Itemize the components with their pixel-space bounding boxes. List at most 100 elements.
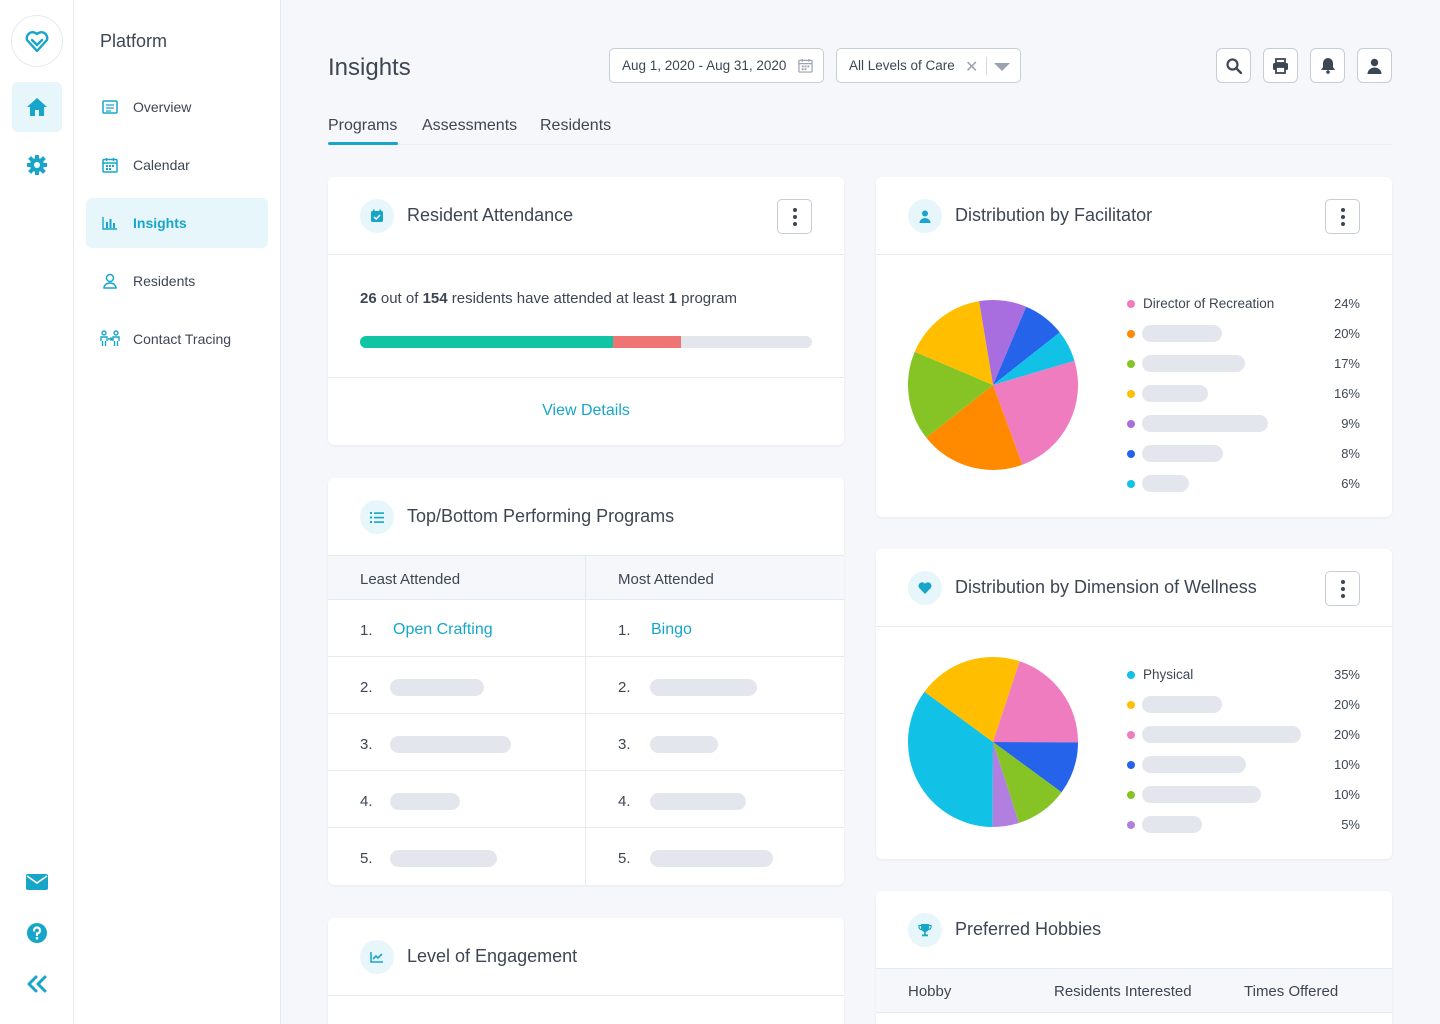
- profile-button[interactable]: [1357, 48, 1392, 83]
- program-link[interactable]: Bingo: [651, 621, 692, 638]
- legend-label-skeleton: [1142, 816, 1202, 833]
- sidebar-item-insights[interactable]: Insights: [86, 198, 268, 248]
- bell-icon: [1320, 58, 1335, 74]
- date-range-picker[interactable]: Aug 1, 2020 - Aug 31, 2020: [609, 48, 824, 83]
- rank-number: 4.: [360, 793, 373, 810]
- card-title: Level of Engagement: [407, 946, 578, 966]
- pie-slice-2[interactable]: [924, 657, 1020, 742]
- table-row: [328, 600, 844, 657]
- pie-slice-5[interactable]: [979, 300, 1027, 385]
- logo-heart-icon[interactable]: [11, 15, 63, 67]
- sidebar-item-calendar[interactable]: Calendar: [86, 140, 268, 190]
- care-level-select[interactable]: All Levels of Care ✕: [836, 48, 1021, 83]
- legend-dot: [1127, 480, 1135, 488]
- notifications-button[interactable]: [1310, 48, 1345, 83]
- more-options-button[interactable]: [777, 199, 812, 234]
- numbered-list-icon: [360, 500, 394, 534]
- summary-text: residents have attended at least: [451, 290, 665, 307]
- legend-percent: 6%: [1341, 476, 1360, 491]
- rank-number: 3.: [360, 736, 373, 753]
- pie-slice-7[interactable]: [993, 332, 1075, 385]
- legend-label-skeleton: [1142, 786, 1261, 803]
- mail-icon[interactable]: [12, 857, 62, 907]
- legend-percent: 17%: [1333, 356, 1360, 371]
- gear-icon[interactable]: [12, 140, 62, 190]
- skeleton-placeholder: [650, 679, 757, 696]
- pie-slice-6[interactable]: [993, 306, 1060, 385]
- home-icon[interactable]: [12, 82, 62, 132]
- print-button[interactable]: [1263, 48, 1298, 83]
- sidebar-nav: Platform Overview Calendar Insights Resi…: [74, 0, 281, 1024]
- legend-dot: [1127, 330, 1135, 338]
- chevron-down-icon[interactable]: [994, 63, 1010, 71]
- legend-dot: [1127, 390, 1135, 398]
- legend-label-skeleton: [1142, 696, 1222, 713]
- legend-percent: 24%: [1333, 296, 1360, 311]
- legend-label-skeleton: [1142, 325, 1222, 342]
- legend-dot: [1127, 701, 1135, 709]
- pie-slice-4[interactable]: [993, 742, 1078, 793]
- sidebar-item-contact-tracing[interactable]: Contact Tracing: [86, 314, 268, 364]
- skeleton-placeholder: [650, 736, 718, 753]
- sidebar-item-label: Residents: [133, 273, 196, 289]
- legend-percent: 9%: [1341, 416, 1360, 431]
- card-title: Distribution by Facilitator: [955, 205, 1153, 225]
- pie-slice-4[interactable]: [914, 301, 993, 385]
- search-button[interactable]: [1216, 48, 1251, 83]
- rank-number: 2.: [618, 679, 631, 696]
- program-link[interactable]: Open Crafting: [393, 621, 493, 638]
- sidebar-item-label: Calendar: [133, 157, 190, 173]
- legend-dot: [1127, 671, 1135, 679]
- care-level-value: All Levels of Care: [849, 58, 955, 73]
- skeleton-placeholder: [650, 793, 746, 810]
- date-range-value: Aug 1, 2020 - Aug 31, 2020: [622, 58, 787, 73]
- help-icon[interactable]: [12, 908, 62, 958]
- pie-slice-2[interactable]: [926, 385, 1023, 470]
- user-icon: [1367, 58, 1382, 74]
- icon-rail: [0, 0, 74, 1024]
- pie-slice-5[interactable]: [993, 742, 1062, 823]
- tab-assessments[interactable]: Assessments: [422, 117, 518, 134]
- legend-label-skeleton: [1142, 355, 1245, 372]
- pie-slice-1[interactable]: [908, 691, 993, 827]
- sidebar-item-label: Contact Tracing: [133, 331, 232, 347]
- pie-slice-3[interactable]: [908, 351, 993, 438]
- legend-label-skeleton: [1142, 415, 1268, 432]
- more-options-button[interactable]: [1325, 571, 1360, 606]
- tab-residents[interactable]: Residents: [540, 117, 612, 134]
- bar-chart-icon: [100, 213, 120, 233]
- legend-dot: [1127, 360, 1135, 368]
- active-tab-indicator: [328, 142, 398, 145]
- card-title: Preferred Hobbies: [955, 919, 1102, 939]
- collapse-icon[interactable]: [12, 959, 62, 1009]
- clear-icon[interactable]: ✕: [965, 59, 979, 76]
- tab-programs[interactable]: Programs: [328, 117, 398, 134]
- sidebar-item-residents[interactable]: Residents: [86, 256, 268, 306]
- card-header: Distribution by Facilitator: [876, 177, 1392, 255]
- page-title: Insights: [328, 54, 411, 81]
- legend-dot: [1127, 731, 1135, 739]
- view-details-link[interactable]: View Details: [542, 402, 630, 419]
- calendar-icon: [100, 155, 120, 175]
- pie-slice-6[interactable]: [992, 742, 1019, 827]
- column-header-residents-interested: Residents Interested: [1054, 983, 1192, 1000]
- card-header: Distribution by Dimension of Wellness: [876, 549, 1392, 627]
- card-title: Top/Bottom Performing Programs: [407, 506, 675, 526]
- sidebar-item-label: Overview: [133, 99, 192, 115]
- legend-percent: 5%: [1341, 817, 1360, 832]
- column-header-times-offered: Times Offered: [1244, 983, 1339, 1000]
- summary-text: out of: [380, 290, 419, 307]
- card-header: Resident Attendance: [328, 177, 844, 255]
- legend-percent: 10%: [1333, 787, 1360, 802]
- table-header: [876, 969, 1392, 1013]
- sidebar-item-overview[interactable]: Overview: [86, 82, 268, 132]
- rank-number: 4.: [618, 793, 631, 810]
- more-options-button[interactable]: [1325, 199, 1360, 234]
- column-divider: [585, 556, 586, 885]
- pie-slice-1[interactable]: [993, 360, 1078, 465]
- attended-count: 26: [360, 290, 377, 307]
- table-row: [328, 714, 844, 771]
- legend-dot: [1127, 450, 1135, 458]
- facilitator-pie-chart: [908, 300, 1078, 470]
- pie-slice-3[interactable]: [993, 661, 1078, 743]
